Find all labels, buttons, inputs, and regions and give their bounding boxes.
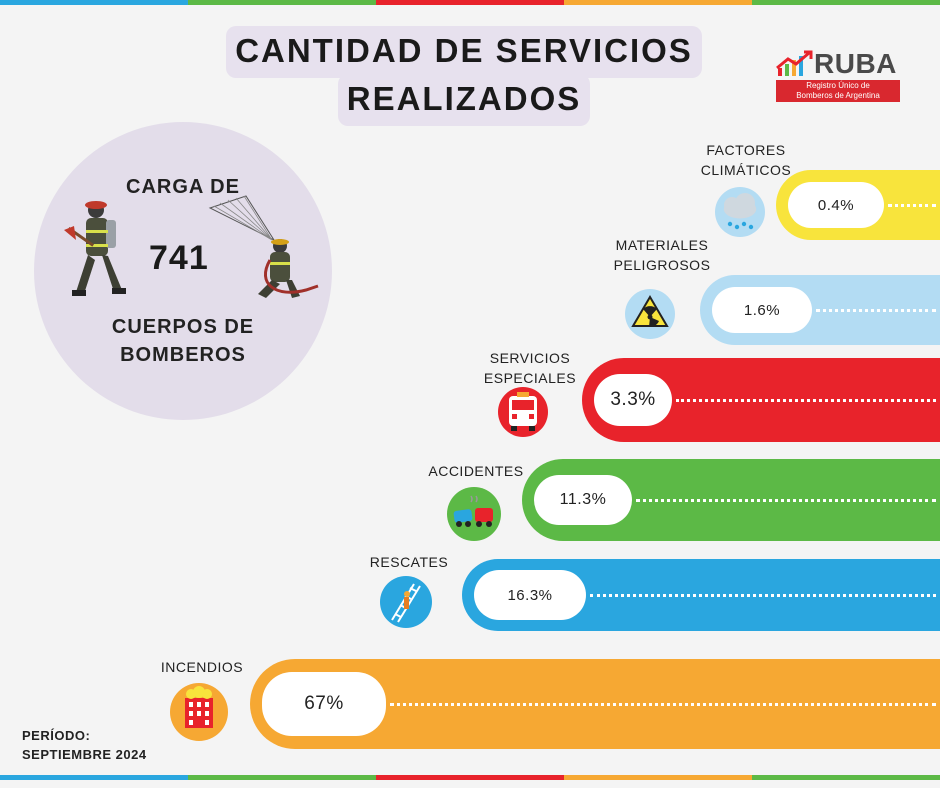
summary-bottom-line-2: BOMBEROS bbox=[120, 344, 246, 366]
fire-truck-icon bbox=[498, 387, 548, 437]
bottom-stripe bbox=[0, 775, 940, 780]
logo-subtitle-line-2: Bomberos de Argentina bbox=[796, 91, 880, 100]
category-label-2: MATERIALES PELIGROSOS bbox=[582, 235, 742, 275]
value-label-3: 3.3% bbox=[594, 374, 672, 426]
category-label-1-line-1: FACTORES bbox=[706, 142, 786, 158]
category-label-6: INCENDIOS bbox=[122, 657, 282, 677]
bar-dotted-line-6 bbox=[390, 703, 936, 706]
radiation-icon bbox=[625, 289, 675, 339]
category-label-2-line-2: PELIGROSOS bbox=[613, 257, 711, 273]
car-crash-icon bbox=[447, 487, 501, 541]
value-label-6: 67% bbox=[262, 672, 386, 736]
period-label: PERÍODO: bbox=[22, 728, 91, 743]
page-title-line-1: CANTIDAD DE SERVICIOS bbox=[235, 32, 693, 69]
firefighter-axe-icon bbox=[64, 201, 126, 296]
logo-subtitle-line-1: Registro Único de bbox=[806, 81, 870, 90]
value-label-2: 1.6% bbox=[712, 287, 812, 333]
title-line-1-box: CANTIDAD DE SERVICIOS bbox=[226, 26, 702, 78]
summary-bottom-line-1: CUERPOS DE bbox=[111, 316, 255, 338]
value-label-4: 11.3% bbox=[534, 475, 632, 525]
category-label-4-line-1: ACCIDENTES bbox=[428, 463, 524, 479]
category-label-1: FACTORES CLIMÁTICOS bbox=[666, 140, 826, 180]
bar-dotted-line-5 bbox=[590, 594, 936, 597]
category-label-3: SERVICIOS ESPECIALES bbox=[450, 348, 610, 388]
ruba-logo: RUBA Registro Único de Bomberos de Argen… bbox=[776, 48, 902, 104]
category-label-1-line-2: CLIMÁTICOS bbox=[700, 162, 792, 178]
rain-cloud-icon bbox=[715, 187, 765, 237]
logo-name: RUBA bbox=[814, 48, 897, 79]
title-line-2-box: REALIZADOS bbox=[338, 74, 590, 126]
category-label-6-line-1: INCENDIOS bbox=[160, 659, 244, 675]
top-stripe bbox=[0, 0, 940, 5]
category-label-5: RESCATES bbox=[329, 552, 489, 572]
period-block: PERÍODO: SEPTIEMBRE 2024 bbox=[22, 726, 147, 764]
value-label-1: 0.4% bbox=[788, 182, 884, 228]
period-value: SEPTIEMBRE 2024 bbox=[22, 747, 147, 762]
page-title-line-2: REALIZADOS bbox=[346, 80, 582, 117]
bar-dotted-line-1 bbox=[888, 204, 936, 207]
ladder-rescue-icon bbox=[380, 576, 432, 628]
summary-top-text: CARGA DE bbox=[126, 176, 240, 198]
logo-subtitle: Registro Único de Bomberos de Argentina bbox=[776, 80, 900, 102]
bar-dotted-line-3 bbox=[676, 399, 936, 402]
category-label-3-line-2: ESPECIALES bbox=[483, 370, 577, 386]
bar-dotted-line-4 bbox=[636, 499, 936, 502]
burning-building-icon bbox=[170, 683, 228, 741]
bar-dotted-line-2 bbox=[816, 309, 936, 312]
growth-arrow-icon bbox=[776, 50, 813, 76]
category-label-5-line-1: RESCATES bbox=[369, 554, 449, 570]
summary-circle: CARGA DE 741 CUERPOS DE BOMBEROS bbox=[34, 122, 332, 420]
category-label-4: ACCIDENTES bbox=[396, 461, 556, 481]
firefighter-hose-icon bbox=[208, 195, 319, 298]
category-label-2-line-1: MATERIALES bbox=[615, 237, 709, 253]
summary-number: 741 bbox=[149, 239, 209, 277]
value-label-5: 16.3% bbox=[474, 570, 586, 620]
category-label-3-line-1: SERVICIOS bbox=[489, 350, 571, 366]
